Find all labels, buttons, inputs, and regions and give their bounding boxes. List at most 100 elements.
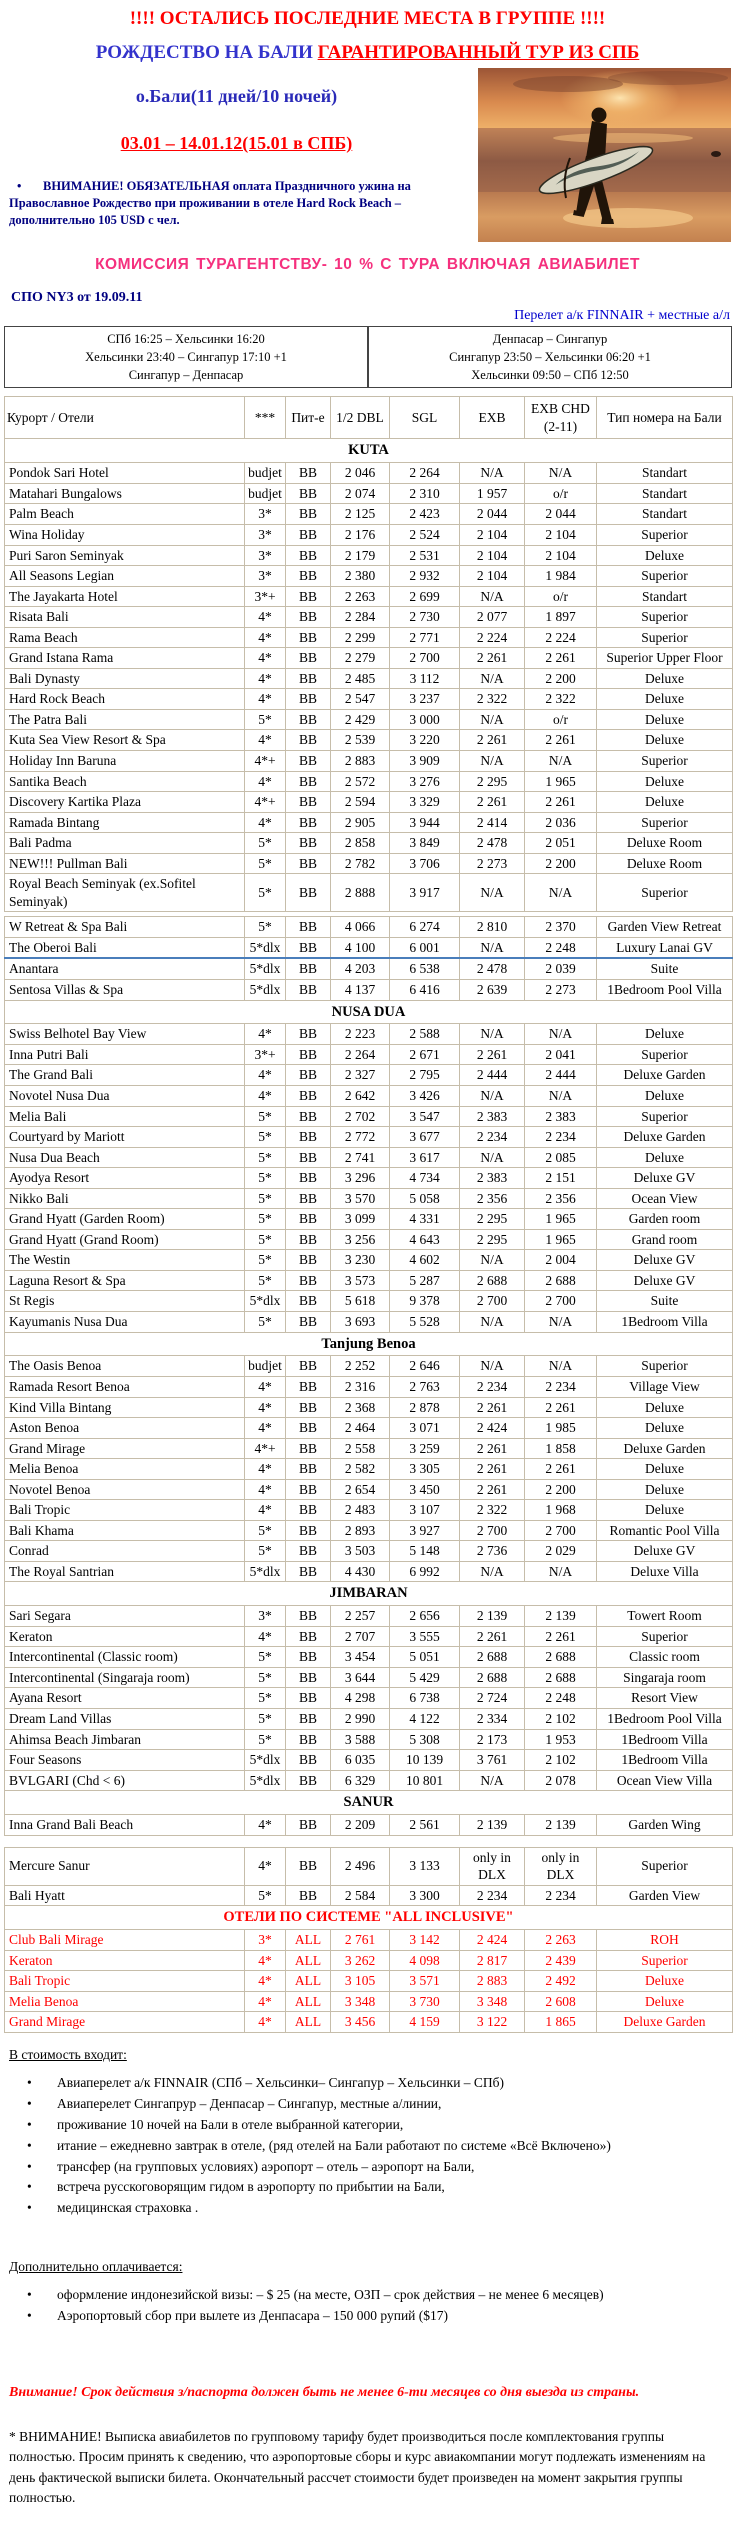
price-cell: 2 077 [459,606,525,628]
price-cell: 3 909 [389,749,460,772]
price-cell: 2 044 [524,503,597,525]
price-cell: Deluxe GV [596,1167,733,1189]
hotel-row: Nikko Bali 5* BB 3 570 5 058 2 356 2 356 Ocean … [4,1187,733,1210]
price-cell: BB [285,1167,331,1189]
price-cell: 2 572 [330,770,390,793]
price-cell: 2 248 [524,936,597,960]
price-cell: BB [285,1478,331,1501]
price-cell: Deluxe [596,1146,733,1169]
price-cell: 2 234 [524,1375,597,1398]
price-cell: 2 264 [389,462,460,484]
section-label: KUTA [4,438,733,464]
price-cell: BB [285,957,331,980]
hotel-row: Pondok Sari Hotel budjet BB 2 046 2 264 N/A N/… [4,462,733,484]
price-cell: 2 273 [459,852,525,875]
hotel-row: Risata Bali 4* BB 2 284 2 730 2 077 1 897 Super… [4,606,733,628]
price-cell: 2 046 [330,462,390,484]
price-cell: 2 051 [524,832,597,854]
price-cell: 2 284 [330,606,390,628]
tour-dates: 03.01 – 14.01.12(15.01 в СПБ) [120,133,353,153]
price-cell: 3*+ [244,585,286,608]
price-cell: BB [285,1884,331,1907]
price-cell: 1 968 [524,1499,597,1521]
hotel-name-cell: Club Bali Mirage [4,1929,245,1951]
price-cell: BB [285,852,331,875]
price-cell: 2 273 [524,978,597,1001]
price-cell: 4* [244,1846,286,1886]
price-cell: 5* [244,1146,286,1169]
price-cell: N/A [459,1146,525,1169]
price-cell: 2 224 [459,626,525,649]
price-cell: 2 699 [389,585,460,608]
hotel-name-cell: Laguna Resort & Spa [4,1269,245,1292]
column-header: 1/2 DBL [330,396,390,440]
price-cell: N/A [524,1560,597,1583]
hotel-name-cell: All Seasons Legian [4,565,245,587]
price-cell: BB [285,462,331,484]
price-cell: 2 878 [389,1396,460,1419]
price-cell: 3* [244,523,286,546]
price-cell: 1Bedroom Villa [596,1749,733,1771]
section-row: Tanjung Benoa [4,1331,733,1357]
price-cell: Deluxe [596,1970,733,1992]
price-cell: N/A [459,708,525,731]
hotel-name-cell: Bali Tropic [4,1499,245,1521]
hotel-row: Kind Villa Bintang 4* BB 2 368 2 878 2 261 2 2… [4,1396,733,1419]
price-cell: 2 322 [524,688,597,710]
hotel-name-cell: Melia Benoa [4,1458,245,1480]
price-cell: 2 424 [459,1929,525,1951]
hotel-name-cell: Anantara [4,957,245,980]
hotel-name-cell: Kuta Sea View Resort & Spa [4,729,245,751]
section-label: ОТЕЛИ ПО СИСТЕМЕ "ALL INCLUSIVE" [4,1905,733,1931]
price-cell: N/A [459,1769,525,1792]
price-cell: Deluxe Garden [596,1126,733,1148]
price-cell: 3* [244,503,286,525]
price-cell: 5* [244,1666,286,1689]
price-cell: budjet [244,462,286,484]
hotel-row: BVLGARI (Chd < 6) 5*dlx BB 6 329 10 801 N/A 2 … [4,1769,733,1792]
price-cell: 5* [244,1687,286,1710]
price-cell: Deluxe [596,791,733,813]
price-cell: only in DLX [459,1846,525,1886]
list-item: Аэропортовый сбор при вылете из Денпасар… [21,2306,732,2327]
price-cell: 4*+ [244,1437,286,1460]
price-cell: 3 706 [389,852,460,875]
section-label: Tanjung Benoa [4,1331,733,1357]
price-cell: 2 444 [459,1064,525,1087]
price-cell: Classic room [596,1646,733,1668]
price-cell: BB [285,1625,331,1648]
section-row: NUSA DUA [4,999,733,1025]
price-cell: Superior [596,626,733,649]
price-cell: BB [285,749,331,772]
hotel-row: Aston Benoa 4* BB 2 464 3 071 2 424 1 985 Delux… [4,1417,733,1439]
price-cell: BB [285,832,331,854]
price-cell: 1Bedroom Villa [596,1728,733,1751]
price-cell: BB [285,482,331,505]
price-cell: 2 594 [330,791,390,813]
hotel-name-cell: Ramada Bintang [4,811,245,834]
hotel-row: Novotel Benoa 4* BB 2 654 3 450 2 261 2 200 Del… [4,1478,733,1501]
price-cell: 2 707 [330,1625,390,1648]
price-cell: 3 849 [389,832,460,854]
price-cell: 4* [244,667,286,690]
price-cell: BB [285,1023,331,1045]
price-cell: Garden Wing [596,1814,733,1836]
price-cell: 2 261 [524,729,597,751]
price-cell: 4* [244,1375,286,1398]
price-cell: 2 264 [330,1043,390,1066]
price-cell: N/A [524,1355,597,1377]
hotel-name-cell: Pondok Sari Hotel [4,462,245,484]
price-cell: 2 078 [524,1769,597,1792]
hotel-name-cell: Nusa Dua Beach [4,1146,245,1169]
hotel-row: Sentosa Villas & Spa 5*dlx BB 4 137 6 416 2 6… [4,978,733,1001]
price-cell: N/A [524,873,597,913]
price-cell: 5 308 [389,1728,460,1751]
price-cell: BB [285,626,331,649]
hotel-name-cell: Rama Beach [4,626,245,649]
price-cell: BB [285,1085,331,1107]
price-cell: 2 263 [524,1929,597,1951]
hotel-name-cell: Nikko Bali [4,1187,245,1210]
column-header: Тип номера на Бали [596,396,733,440]
price-cell: 5* [244,1105,286,1128]
price-cell: 2 883 [459,1970,525,1992]
